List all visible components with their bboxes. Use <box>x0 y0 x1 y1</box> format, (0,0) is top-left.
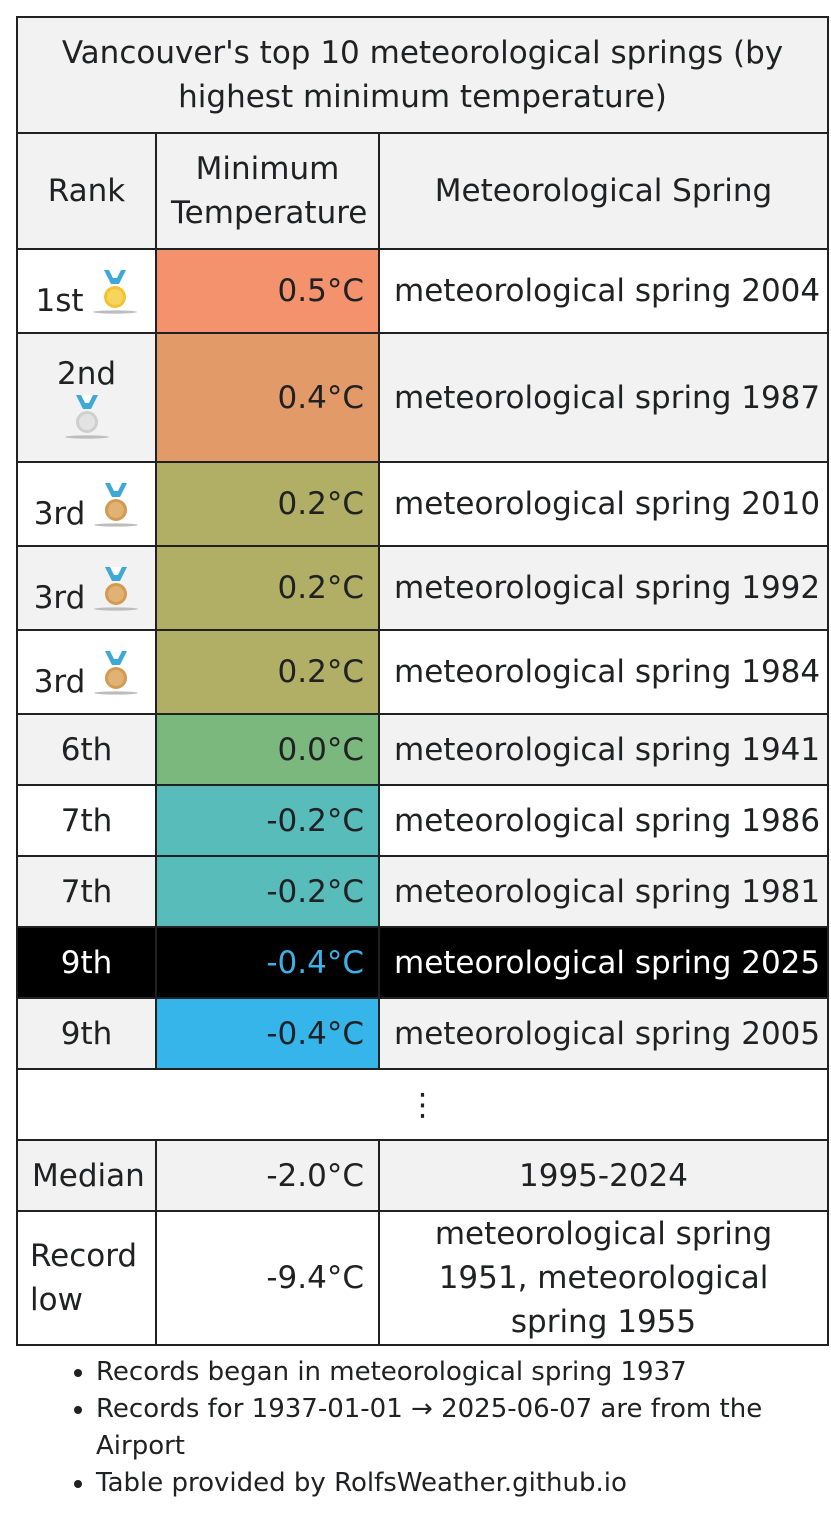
temperature-ranking-table: Vancouver's top 10 meteorological spring… <box>15 16 830 1346</box>
note-item: Records for 1937-01-01 → 2025-06-07 are … <box>96 1391 796 1465</box>
notes-list: Records began in meteorological spring 1… <box>56 1354 796 1502</box>
temperature-cell: 0.5°C <box>155 248 380 334</box>
period-cell: meteorological spring 2005 <box>377 997 830 1070</box>
table-row: 3rd 0.2°C meteorological spring 2010 <box>16 461 830 547</box>
rank-label: 6th <box>16 713 157 786</box>
rank-label: 7th <box>16 855 157 928</box>
table-row: 2nd 0.4°C meteorological spring 1987 <box>16 332 830 463</box>
bronze-medal-icon <box>94 567 139 611</box>
period-cell: meteorological spring 2004 <box>377 248 830 334</box>
rank-header: Rank <box>16 132 157 250</box>
record-low-row: Record low -9.4°C meteorological spring … <box>16 1210 830 1346</box>
bronze-medal-icon <box>94 651 139 695</box>
period-cell: meteorological spring 2025 <box>377 926 830 999</box>
record-low-temperature: -9.4°C <box>155 1210 380 1346</box>
table-row: 3rd 0.2°C meteorological spring 1992 <box>16 545 830 631</box>
median-label: Median <box>16 1139 157 1212</box>
rank-label: 1st <box>35 283 84 319</box>
rank-label: 3rd <box>33 580 86 616</box>
table-row: 1st 0.5°C meteorological spring 2004 <box>16 248 830 334</box>
table-row: 3rd 0.2°C meteorological spring 1984 <box>16 629 830 715</box>
note-item: Table provided by RolfsWeather.github.io <box>96 1465 796 1502</box>
temperature-cell: 0.4°C <box>155 332 380 463</box>
period-cell: meteorological spring 2010 <box>377 461 830 547</box>
median-row: Median -2.0°C 1995-2024 <box>16 1139 830 1212</box>
temperature-cell: 0.2°C <box>155 545 380 631</box>
bronze-medal-icon <box>94 483 139 527</box>
temperature-cell: 0.0°C <box>155 713 380 786</box>
rank-label: 9th <box>16 926 157 999</box>
period-cell: meteorological spring 1981 <box>377 855 830 928</box>
period-header: Meteorological Spring <box>377 132 830 250</box>
temperature-cell: 0.2°C <box>155 629 380 715</box>
period-cell: meteorological spring 1987 <box>377 332 830 463</box>
table-row: 6th 0.0°C meteorological spring 1941 <box>16 713 830 786</box>
period-cell: meteorological spring 1984 <box>377 629 830 715</box>
rank-label: 3rd <box>33 664 86 700</box>
period-cell: meteorological spring 1992 <box>377 545 830 631</box>
note-item: Records began in meteorological spring 1… <box>96 1354 796 1391</box>
temperature-cell: -0.2°C <box>155 784 380 857</box>
record-low-label: Record low <box>16 1210 157 1346</box>
temperature-cell: -0.2°C <box>155 855 380 928</box>
ellipsis-row: ⋮ <box>15 1068 830 1141</box>
temperature-header: Minimum Temperature <box>155 132 380 250</box>
table-caption: Vancouver's top 10 meteorological spring… <box>15 16 830 134</box>
period-cell: meteorological spring 1941 <box>377 713 830 786</box>
temperature-cell: -0.4°C <box>155 926 380 999</box>
rank-label: 3rd <box>33 496 86 532</box>
rank-label: 2nd <box>56 355 117 392</box>
median-temperature: -2.0°C <box>155 1139 380 1212</box>
rank-label: 9th <box>16 997 157 1070</box>
temperature-cell: 0.2°C <box>155 461 380 547</box>
median-period: 1995-2024 <box>377 1139 830 1212</box>
temperature-cell: -0.4°C <box>155 997 380 1070</box>
period-cell: meteorological spring 1986 <box>377 784 830 857</box>
gold-medal-icon <box>92 270 137 314</box>
table-row: 7th -0.2°C meteorological spring 1986 <box>16 784 830 857</box>
silver-medal-icon <box>64 394 109 439</box>
record-low-period: meteorological spring 1951, meteorologic… <box>377 1210 830 1346</box>
table-row: 7th -0.2°C meteorological spring 1981 <box>16 855 830 928</box>
table-row-current: 9th -0.4°C meteorological spring 2025 <box>16 926 830 999</box>
rank-label: 7th <box>16 784 157 857</box>
table-row: 9th -0.4°C meteorological spring 2005 <box>16 997 830 1070</box>
